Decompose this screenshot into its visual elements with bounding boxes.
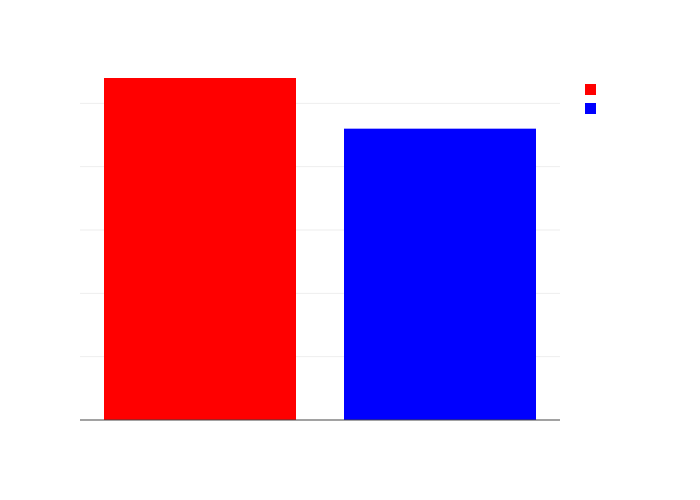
legend-swatch	[585, 103, 596, 114]
legend-swatch	[585, 84, 596, 95]
bar	[104, 78, 296, 420]
bar	[344, 128, 536, 420]
